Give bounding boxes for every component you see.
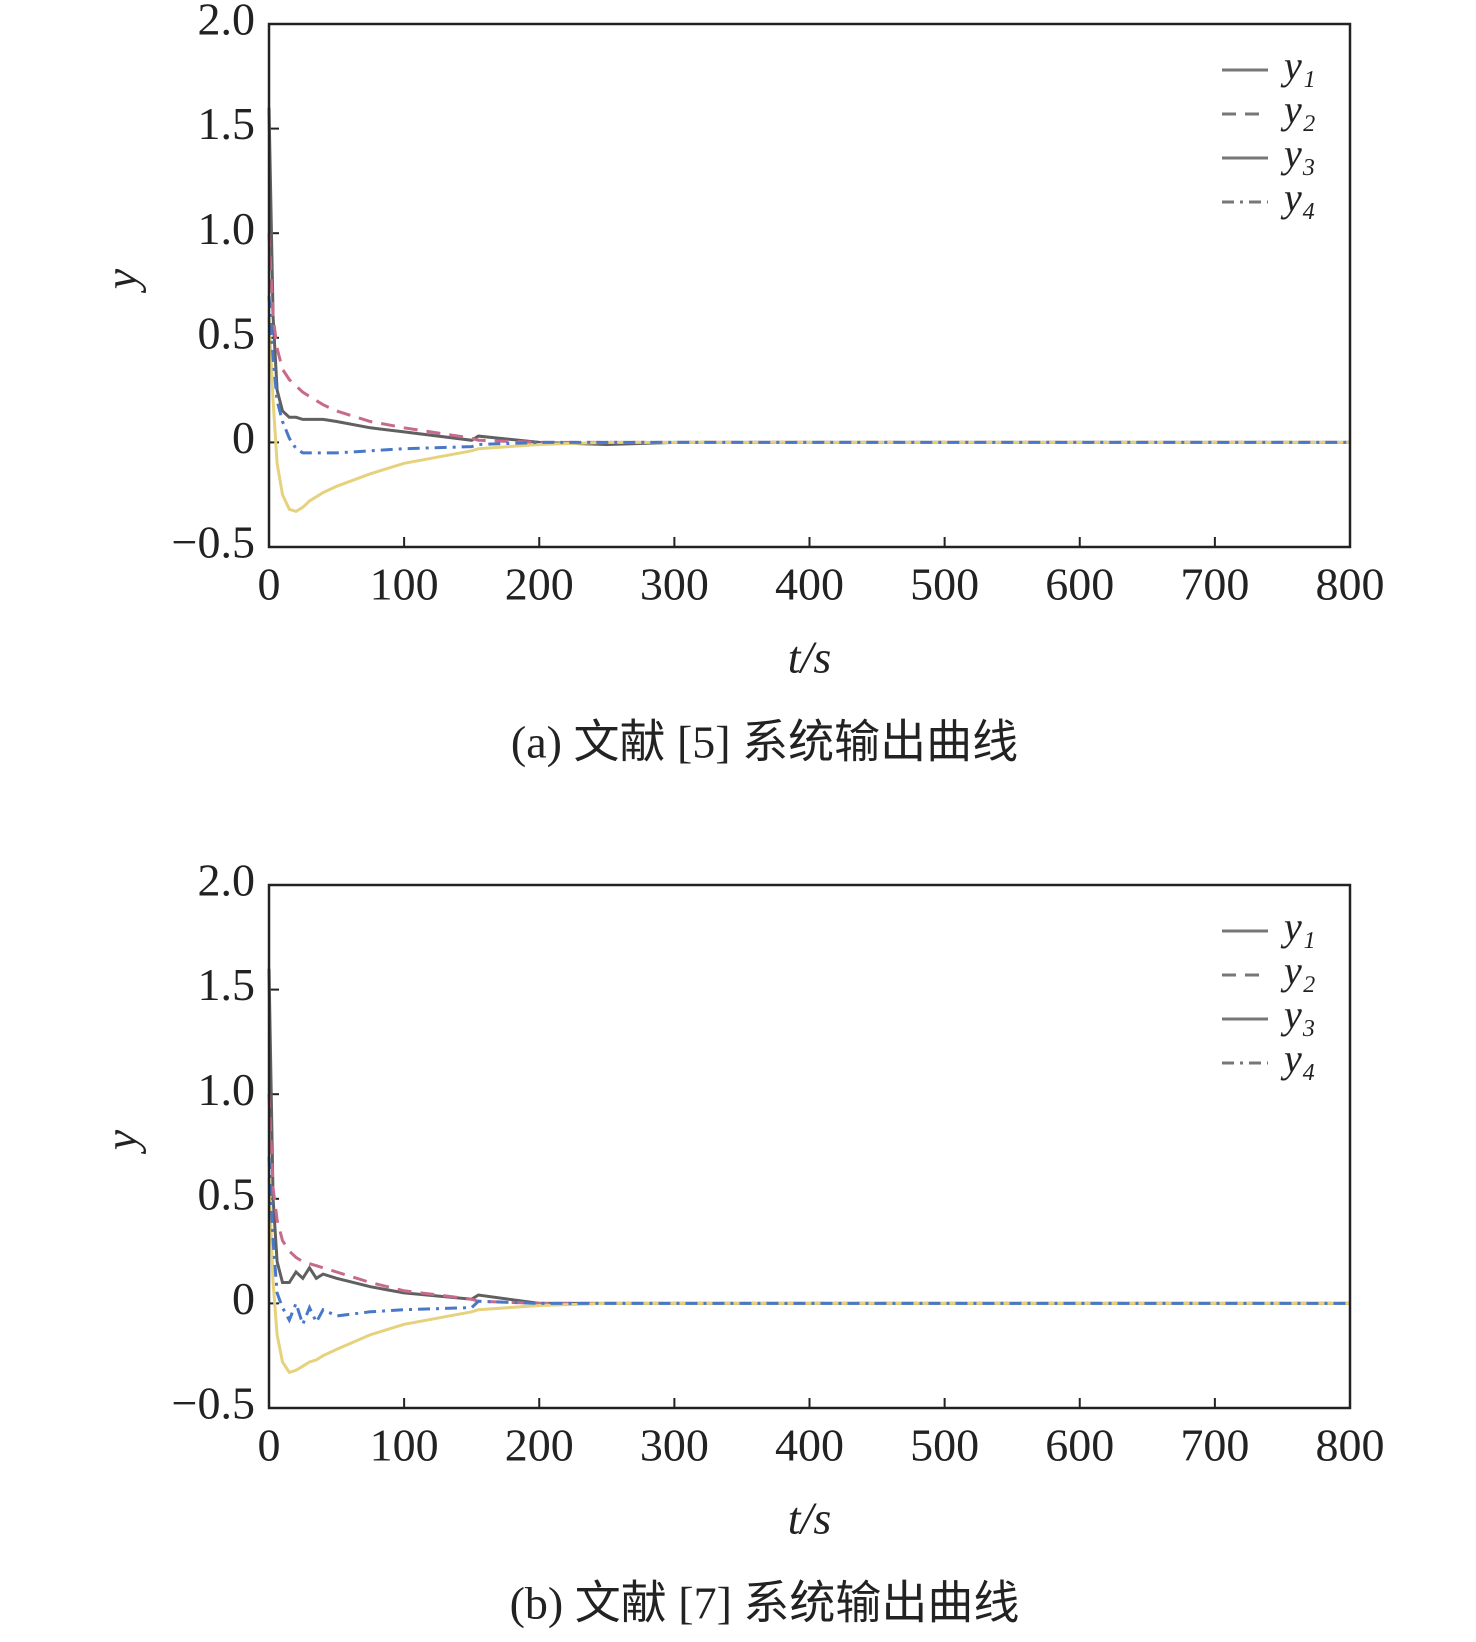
x-tick-label: 600	[1045, 559, 1114, 610]
series-line	[267, 1156, 1350, 1329]
y-tick-label: 1.5	[198, 959, 256, 1010]
x-tick-label: 700	[1180, 559, 1249, 610]
plot-frame	[267, 22, 1352, 549]
x-tick-label: 0	[258, 559, 281, 610]
caption: (a) 文献 [5] 系统输出曲线	[511, 717, 1018, 768]
x-tick-label: 700	[1180, 1420, 1249, 1471]
x-tick-label: 300	[640, 1420, 709, 1471]
plot-frame	[267, 883, 1352, 1410]
y-tick-label: 0	[232, 412, 255, 463]
legend-label: y₃	[1280, 131, 1316, 176]
series-line	[267, 316, 1350, 514]
y-tick-label: 2.0	[198, 855, 256, 906]
y-tick-label: 0.5	[198, 307, 256, 358]
series-line	[267, 107, 1350, 447]
legend-label: y₂	[1280, 87, 1316, 132]
legend-label: y₃	[1280, 992, 1316, 1037]
y-axis-label: y	[96, 268, 147, 293]
x-tick-label: 300	[640, 559, 709, 610]
x-axis-label: t/s	[788, 1493, 831, 1544]
x-axis-label: t/s	[788, 632, 831, 683]
y-tick-label: 1.0	[198, 203, 256, 254]
y-axis-label: y	[96, 1129, 147, 1154]
series-line	[267, 295, 1350, 455]
series-line	[267, 968, 1350, 1305]
x-tick-label: 200	[505, 1420, 574, 1471]
legend-label: y₁	[1280, 904, 1316, 949]
y-tick-label: −0.5	[172, 517, 255, 568]
legend-label: y₁	[1280, 43, 1316, 88]
x-tick-label: 500	[910, 1420, 979, 1471]
x-tick-label: 500	[910, 559, 979, 610]
x-tick-label: 100	[370, 559, 439, 610]
x-tick-label: 600	[1045, 1420, 1114, 1471]
legend-label: y₄	[1280, 1036, 1316, 1081]
x-tick-label: 0	[258, 1420, 281, 1471]
x-tick-label: 400	[775, 1420, 844, 1471]
caption: (b) 文献 [7] 系统输出曲线	[510, 1578, 1020, 1629]
x-tick-label: 400	[775, 559, 844, 610]
y-tick-label: 0.5	[198, 1168, 256, 1219]
x-tick-label: 100	[370, 1420, 439, 1471]
y-tick-label: 1.5	[198, 98, 256, 149]
series-line	[267, 233, 1350, 444]
y-tick-label: 1.0	[198, 1064, 256, 1115]
y-tick-label: −0.5	[172, 1378, 255, 1429]
x-tick-label: 800	[1316, 559, 1385, 610]
x-tick-label: 800	[1316, 1420, 1385, 1471]
series-line	[267, 1094, 1350, 1305]
y-tick-label: 0	[232, 1273, 255, 1324]
y-tick-label: 2.0	[198, 0, 256, 45]
series-line	[267, 1177, 1350, 1375]
x-tick-label: 200	[505, 559, 574, 610]
legend-label: y₂	[1280, 948, 1316, 993]
legend-label: y₄	[1280, 175, 1316, 220]
